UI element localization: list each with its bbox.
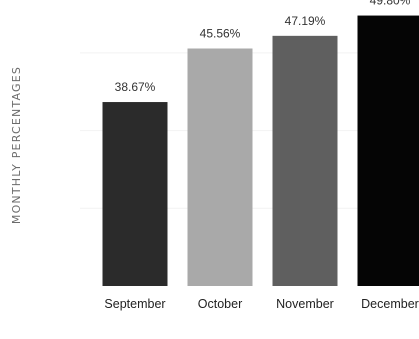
- x-tick-labels: September October November December: [104, 297, 418, 311]
- data-label-september: 38.67%: [115, 80, 156, 94]
- data-label-december: 49.80%: [370, 0, 411, 8]
- bar-september: [102, 102, 168, 286]
- data-label-october: 45.56%: [200, 27, 241, 41]
- y-axis-label: MONTHLY PERCENTAGES: [10, 66, 23, 224]
- data-labels: 38.67% 45.56% 47.19% 49.80%: [115, 0, 411, 94]
- bar-november: [272, 35, 338, 287]
- x-tick-october: October: [198, 297, 242, 311]
- x-tick-november: November: [276, 297, 334, 311]
- bar-october: [187, 48, 253, 286]
- data-label-november: 47.19%: [285, 14, 326, 28]
- bar-december: [357, 15, 419, 286]
- x-tick-december: December: [361, 297, 419, 311]
- bars: [102, 15, 419, 287]
- x-tick-september: September: [104, 297, 165, 311]
